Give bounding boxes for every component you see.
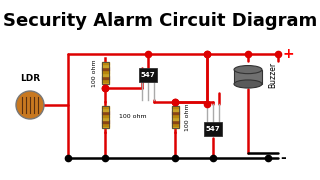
- Text: LDR: LDR: [20, 74, 40, 83]
- Bar: [172, 120, 179, 123]
- Text: 100 ohm: 100 ohm: [185, 103, 190, 131]
- Bar: [101, 67, 108, 70]
- Bar: [101, 126, 108, 128]
- Text: Buzzer: Buzzer: [268, 62, 277, 88]
- Bar: [101, 106, 108, 128]
- Text: 547: 547: [141, 72, 155, 78]
- Bar: [172, 126, 179, 128]
- Bar: [172, 106, 179, 108]
- Text: Security Alarm Circuit Diagram: Security Alarm Circuit Diagram: [3, 12, 317, 30]
- Bar: [172, 106, 179, 128]
- Bar: [101, 123, 108, 126]
- Bar: [101, 114, 108, 117]
- Text: 100 ohm: 100 ohm: [119, 114, 147, 120]
- Bar: [101, 120, 108, 123]
- Bar: [101, 64, 108, 67]
- Bar: [101, 62, 108, 84]
- Text: 100 ohm: 100 ohm: [92, 59, 98, 87]
- Bar: [101, 73, 108, 76]
- Bar: [101, 79, 108, 82]
- Bar: [172, 117, 179, 120]
- Bar: [204, 122, 222, 136]
- Bar: [172, 123, 179, 126]
- Bar: [101, 111, 108, 114]
- Bar: [101, 82, 108, 84]
- Bar: [101, 117, 108, 120]
- Bar: [172, 108, 179, 111]
- Ellipse shape: [234, 80, 262, 88]
- Bar: [101, 62, 108, 64]
- Bar: [172, 111, 179, 114]
- Bar: [234, 70, 262, 84]
- Text: 547: 547: [206, 126, 220, 132]
- Text: +: +: [282, 47, 294, 61]
- Circle shape: [16, 91, 44, 119]
- Bar: [139, 68, 157, 82]
- Bar: [101, 108, 108, 111]
- Ellipse shape: [234, 66, 262, 74]
- Bar: [101, 70, 108, 73]
- Bar: [101, 76, 108, 79]
- Text: -: -: [280, 151, 286, 165]
- Bar: [172, 114, 179, 117]
- Bar: [101, 106, 108, 108]
